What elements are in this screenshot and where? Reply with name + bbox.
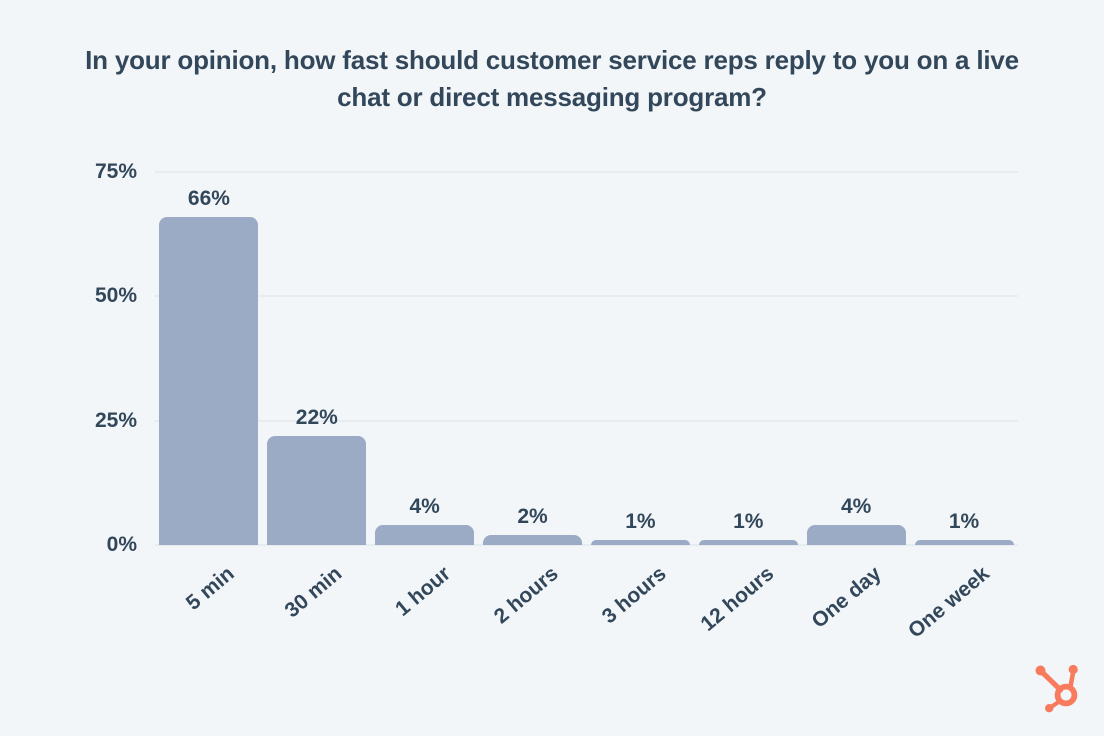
x-axis-category-label: 1 hour — [390, 562, 455, 621]
bar-value-label: 2% — [517, 505, 548, 529]
y-axis-tick-label: 75% — [94, 160, 137, 183]
bar-value-label: 66% — [187, 186, 230, 210]
x-axis-category-label: 5 min — [181, 562, 239, 615]
x-axis-line — [155, 544, 1018, 546]
gridline-50 — [155, 295, 1018, 298]
x-axis-category-label: 2 hours — [489, 562, 563, 629]
chart-title: In your opinion, how fast should custome… — [85, 45, 1019, 112]
bar-5-min — [159, 216, 259, 545]
x-axis-category-label: 12 hours — [696, 562, 779, 636]
x-axis-category-label: One day — [807, 562, 886, 633]
bar-12-hours — [698, 540, 798, 545]
bar-2-hours — [483, 535, 583, 545]
bar-3-hours — [590, 540, 690, 545]
y-axis-tick-label: 25% — [94, 408, 137, 432]
hubspot-sprocket-logo-icon — [1035, 664, 1078, 713]
bar-1-hour — [375, 525, 475, 545]
bar-value-label: 4% — [841, 495, 872, 519]
bar-value-label: 1% — [625, 510, 656, 534]
bar-value-label: 22% — [295, 405, 338, 429]
y-axis-tick-label: 50% — [94, 284, 137, 308]
bar-one-day — [806, 525, 906, 545]
x-axis-category-label: 30 min — [280, 562, 347, 623]
bar-one-week — [914, 540, 1014, 545]
gridline-25 — [155, 419, 1018, 422]
x-axis-category-label: 3 hours — [597, 562, 671, 629]
bar-30-min — [267, 435, 367, 545]
x-axis-category-label: One week — [903, 562, 994, 643]
bar-value-label: 1% — [948, 510, 980, 534]
bar-value-label: 1% — [733, 510, 764, 534]
gridline-75 — [155, 171, 1018, 173]
y-axis-tick-label: 0% — [106, 533, 137, 556]
bar-value-label: 4% — [409, 495, 440, 519]
